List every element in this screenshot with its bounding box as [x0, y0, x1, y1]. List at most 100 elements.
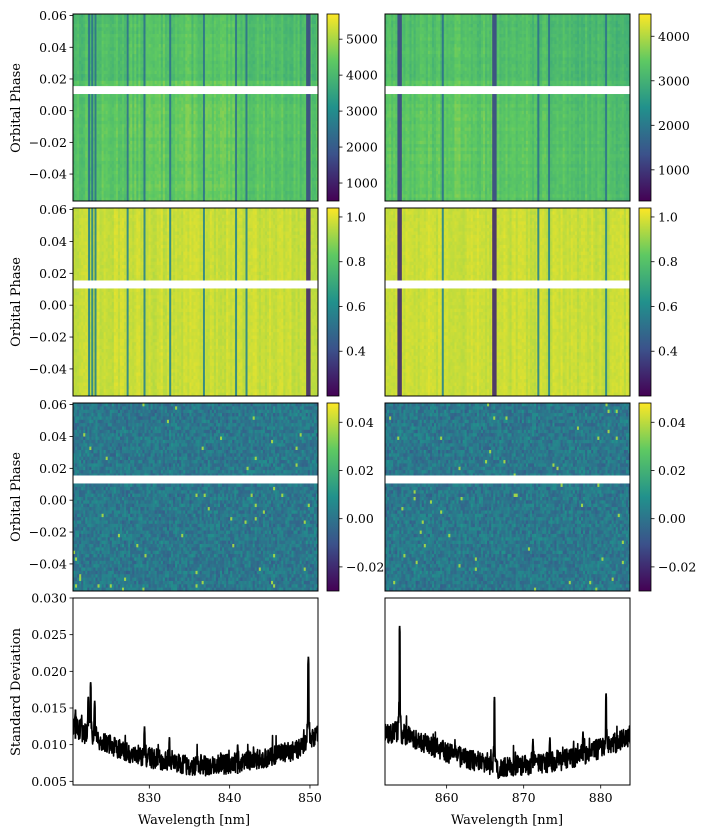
heatmap-cell: [197, 120, 201, 125]
heatmap-cell: [315, 114, 318, 119]
heatmap-cell: [232, 120, 235, 125]
heatmap-cell: [189, 57, 193, 62]
heatmap-cell: [246, 60, 250, 65]
heatmap-cell: [295, 30, 299, 35]
heatmap-cell: [107, 70, 111, 75]
heatmap-cell: [236, 20, 239, 25]
heatmap-cell: [107, 117, 111, 122]
heatmap-cell: [205, 64, 209, 69]
heatmap-cell: [140, 44, 144, 48]
heatmap-cell: [183, 120, 186, 125]
heatmap-cell: [185, 140, 188, 145]
heatmap-cell: [171, 64, 174, 69]
heatmap-cell: [285, 24, 288, 28]
heatmap-cell: [105, 50, 109, 55]
heatmap-cell: [79, 80, 82, 85]
heatmap-cell: [215, 130, 219, 135]
heatmap-cell: [209, 74, 213, 79]
heatmap-cell: [171, 104, 174, 109]
heatmap-cell: [215, 104, 219, 109]
heatmap-cell: [311, 117, 315, 122]
heatmap-cell: [177, 117, 180, 122]
heatmap-cell: [207, 84, 211, 89]
heatmap-cell: [136, 100, 139, 105]
heatmap-cell: [279, 114, 282, 119]
heatmap-cell: [240, 104, 244, 109]
heatmap-cell: [122, 47, 125, 52]
heatmap-cell: [152, 140, 156, 145]
panels: 10002000300040005000−0.04−0.020.000.020.…: [29, 8, 697, 805]
heatmap-cell: [99, 94, 103, 99]
heatmap-cell: [152, 17, 156, 22]
heatmap-cell: [295, 60, 299, 65]
heatmap-cell: [283, 117, 286, 122]
heatmap-cell: [266, 24, 270, 28]
heatmap-cell: [256, 97, 260, 102]
heatmap-cell: [301, 84, 305, 89]
heatmap-cell: [262, 117, 266, 122]
heatmap-cell: [211, 120, 215, 125]
heatmap-cell: [207, 24, 211, 28]
heatmap-cell: [311, 37, 315, 42]
heatmap-cell: [85, 37, 88, 42]
heatmap-cell: [224, 47, 227, 52]
heatmap-cell: [213, 34, 217, 38]
heatmap-cell: [232, 67, 235, 72]
heatmap-cell: [97, 44, 101, 48]
heatmap-cell: [246, 14, 250, 18]
heatmap-cell: [273, 140, 276, 145]
heatmap-cell: [217, 140, 221, 145]
heatmap-cell: [162, 64, 166, 69]
heatmap-cell: [197, 67, 201, 72]
heatmap-cell: [203, 110, 207, 115]
heatmap-cell: [103, 117, 107, 122]
heatmap-cell: [146, 30, 150, 35]
heatmap-cell: [213, 44, 217, 48]
heatmap-cell: [185, 70, 188, 75]
heatmap-cell: [262, 60, 266, 65]
heatmap-cell: [240, 57, 244, 62]
heatmap-cell: [113, 144, 117, 149]
heatmap-cell: [238, 20, 242, 25]
heatmap-cell: [313, 100, 317, 105]
heatmap-cell: [134, 134, 137, 139]
heatmap-cell: [252, 107, 256, 112]
heatmap-cell: [166, 130, 170, 135]
heatmap-cell: [195, 130, 199, 135]
heatmap-cell: [205, 50, 209, 55]
heatmap-cell: [309, 44, 313, 48]
heatmap-cell: [105, 70, 109, 75]
heatmap-cell: [299, 50, 303, 55]
heatmap-cell: [191, 47, 195, 52]
heatmap-cell: [181, 124, 184, 129]
heatmap-cell: [89, 74, 92, 79]
heatmap-cell: [148, 70, 152, 75]
heatmap-cell: [179, 70, 182, 75]
heatmap-cell: [295, 147, 299, 152]
heatmap-cell: [291, 37, 295, 42]
heatmap-cell: [107, 50, 111, 55]
heatmap-cell: [291, 137, 295, 142]
heatmap-cell: [311, 14, 315, 18]
heatmap-cell: [252, 20, 256, 25]
heatmap-cell: [79, 24, 82, 28]
heatmap-cell: [107, 37, 111, 42]
heatmap-cell: [266, 30, 270, 35]
heatmap-cell: [248, 84, 252, 89]
heatmap-cell: [238, 107, 242, 112]
heatmap-cell: [232, 77, 235, 82]
heatmap-cell: [150, 14, 154, 18]
heatmap-cell: [195, 144, 199, 149]
heatmap-cell: [203, 74, 207, 79]
heatmap-cell: [77, 150, 80, 155]
heatmap-cell: [136, 17, 139, 22]
heatmap-cell: [275, 117, 278, 122]
heatmap-cell: [148, 34, 152, 38]
heatmap-cell: [117, 64, 121, 69]
heatmap-cell: [226, 107, 229, 112]
heatmap-cell: [97, 120, 101, 125]
heatmap-cell: [183, 30, 186, 35]
heatmap-cell: [185, 147, 188, 152]
heatmap-cell: [224, 30, 227, 35]
heatmap-cell: [177, 50, 180, 55]
